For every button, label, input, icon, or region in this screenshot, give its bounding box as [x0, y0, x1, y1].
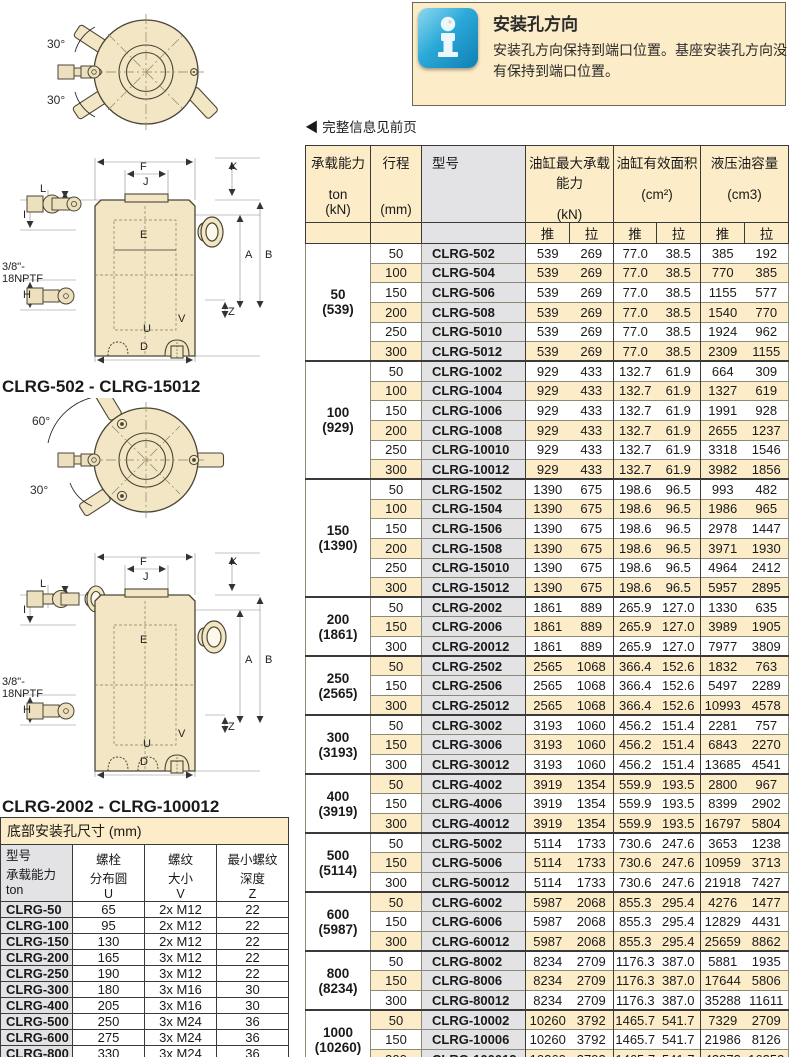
svg-text:J: J [143, 176, 149, 188]
svg-text:F: F [140, 556, 147, 568]
svg-text:30°: 30° [30, 483, 48, 497]
svg-text:3/8"-: 3/8"- [2, 676, 25, 688]
svg-text:J: J [143, 571, 149, 583]
svg-text:A: A [245, 654, 253, 666]
svg-text:18NPTF: 18NPTF [2, 273, 43, 285]
svg-text:3/8"-: 3/8"- [2, 261, 25, 273]
svg-text:L: L [40, 183, 46, 195]
svg-text:U: U [143, 738, 151, 750]
svg-text:H: H [23, 289, 31, 301]
svg-text:D: D [140, 341, 148, 353]
svg-text:L: L [40, 578, 46, 590]
svg-text:E: E [140, 229, 147, 241]
svg-text:K: K [230, 161, 238, 173]
svg-text:60°: 60° [32, 414, 50, 428]
svg-text:H: H [23, 704, 31, 716]
svg-text:U: U [143, 323, 151, 335]
svg-text:30°: 30° [47, 93, 65, 107]
svg-text:I: I [23, 209, 26, 221]
svg-text:B: B [265, 654, 272, 666]
svg-text:I: I [23, 604, 26, 616]
svg-text:K: K [230, 556, 238, 568]
svg-text:V: V [178, 728, 186, 740]
svg-text:B: B [265, 249, 272, 261]
svg-text:F: F [140, 161, 147, 173]
svg-text:18NPTF: 18NPTF [2, 688, 43, 700]
svg-text:V: V [178, 313, 186, 325]
svg-text:Z: Z [228, 721, 235, 733]
svg-text:A: A [245, 249, 253, 261]
svg-text:D: D [140, 756, 148, 768]
svg-text:30°: 30° [47, 37, 65, 51]
svg-text:E: E [140, 634, 147, 646]
svg-text:Z: Z [228, 306, 235, 318]
